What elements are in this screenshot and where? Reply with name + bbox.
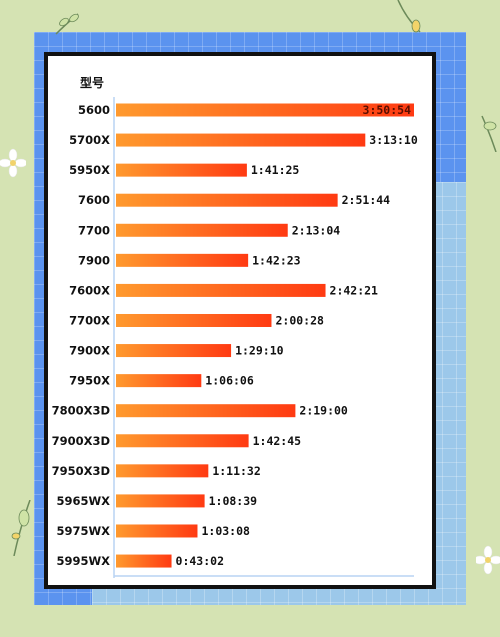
category-label: 7950X3D: [52, 464, 110, 478]
bar: [116, 344, 232, 358]
leaf-sprig-icon: [55, 13, 79, 35]
category-label: 7700X: [69, 313, 110, 327]
data-label: 2:00:28: [275, 313, 324, 327]
bar: [116, 133, 366, 147]
category-header: 型号: [80, 75, 104, 90]
data-label: 2:42:21: [330, 283, 379, 297]
data-label: 1:08:39: [209, 494, 258, 508]
bar: [116, 524, 198, 538]
bar: [116, 464, 209, 478]
bar: [116, 554, 172, 568]
white-flower-icon: [476, 545, 500, 575]
bar: [116, 313, 272, 327]
data-label: 2:51:44: [342, 193, 391, 207]
category-label: 7900X3D: [52, 434, 110, 448]
data-label: 1:29:10: [235, 344, 284, 358]
bar: [116, 494, 205, 508]
category-label: 5995WX: [56, 554, 110, 568]
category-label: 7700: [78, 223, 110, 237]
data-label: 2:19:00: [299, 404, 348, 418]
category-label: 7800X3D: [52, 404, 110, 418]
bar: [116, 193, 338, 207]
data-label: 3:50:54: [363, 103, 412, 117]
category-label: 7900: [78, 253, 110, 267]
data-label: 1:42:23: [252, 253, 301, 267]
category-label: 7900X: [69, 344, 110, 358]
category-label: 7950X: [69, 374, 110, 388]
bar: [116, 374, 202, 388]
data-label: 1:06:06: [205, 374, 254, 388]
category-label: 5950X: [69, 163, 110, 177]
data-label: 3:13:10: [369, 133, 418, 147]
category-label: 5600: [78, 103, 110, 117]
category-label: 7600X: [69, 283, 110, 297]
bar: [116, 404, 296, 418]
data-label: 1:11:32: [212, 464, 260, 478]
data-label: 1:03:08: [201, 524, 250, 538]
category-label: 5965WX: [56, 494, 110, 508]
white-flower-icon: [0, 148, 26, 178]
category-label: 7600: [78, 193, 110, 207]
bar: [116, 283, 326, 297]
bar: [116, 103, 414, 117]
bar: [116, 223, 288, 237]
leaf-sprig-icon: [397, 0, 421, 33]
bar: [116, 163, 247, 177]
data-label: 0:43:02: [176, 554, 224, 568]
category-label: 5700X: [69, 133, 110, 147]
leaf-sprig-icon: [11, 500, 31, 556]
data-label: 1:42:45: [253, 434, 302, 448]
data-label: 2:13:04: [292, 223, 341, 237]
leaf-sprig-icon: [481, 115, 497, 152]
bar: [116, 253, 249, 267]
data-label: 1:41:25: [251, 163, 300, 177]
category-label: 5975WX: [56, 524, 110, 538]
bar: [116, 434, 249, 448]
